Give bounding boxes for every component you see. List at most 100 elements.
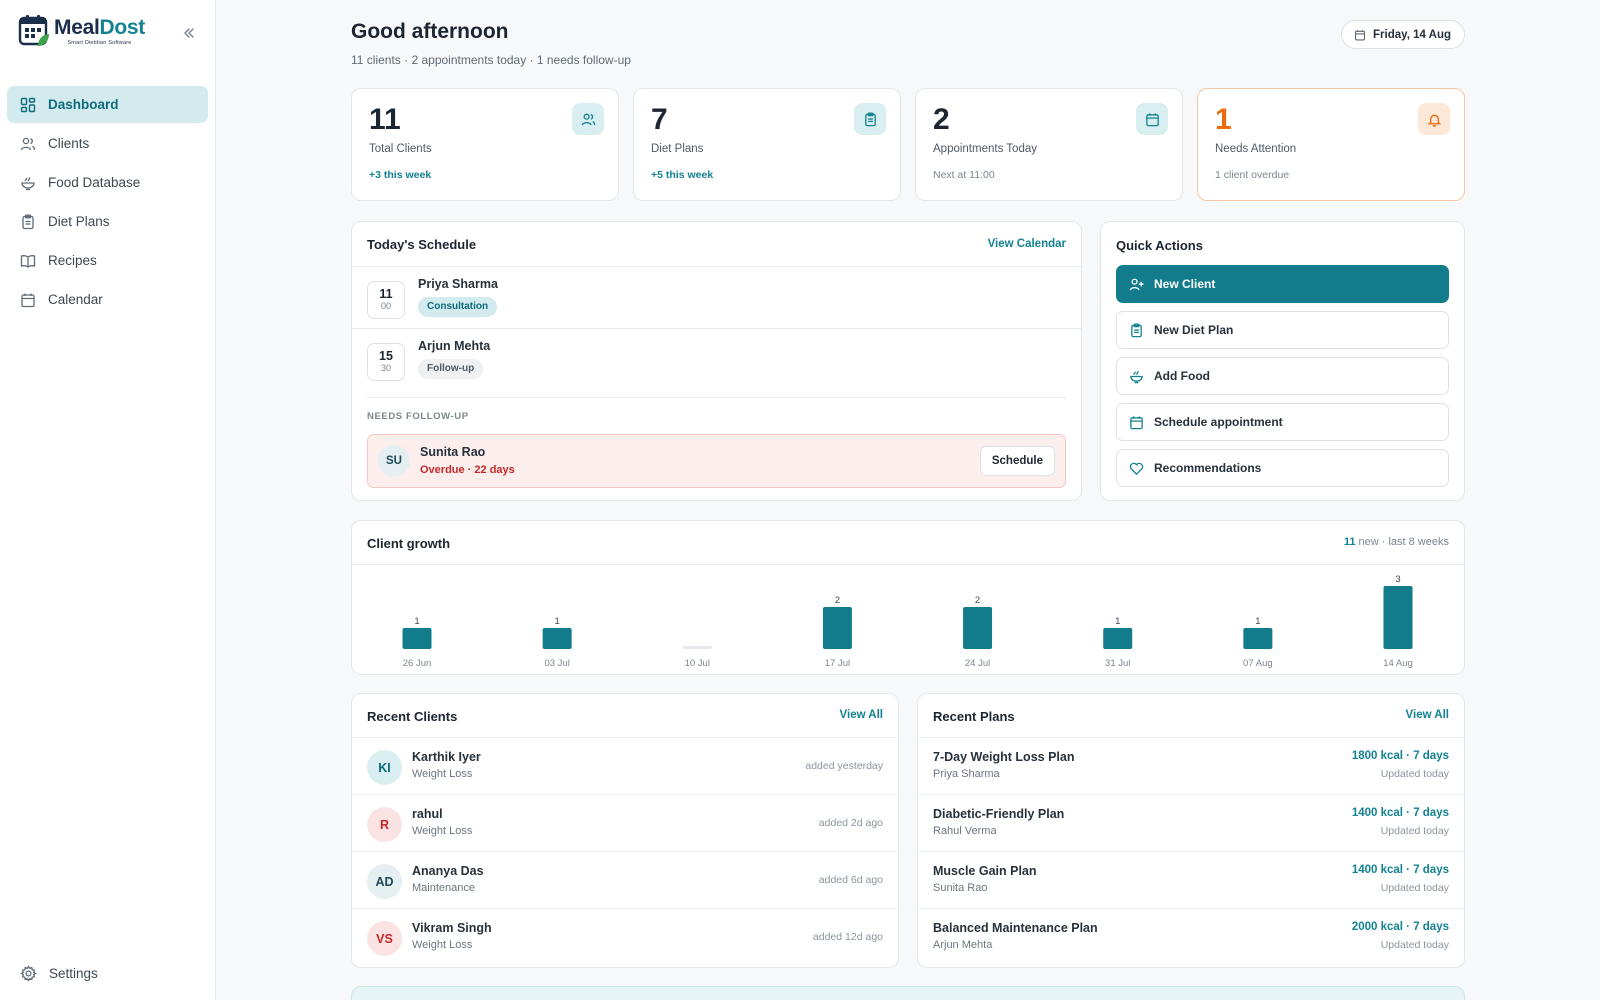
sidebar-item-label: Recipes — [48, 253, 97, 268]
schedule-button[interactable]: Schedule — [979, 446, 1055, 476]
calendar-icon — [1354, 29, 1366, 40]
user-plus-icon — [1129, 278, 1144, 290]
plan-kcal: 1400 kcal · 7 days — [1351, 864, 1449, 876]
list-item[interactable]: KI Karthik Iyer Weight Loss added yester… — [352, 737, 898, 794]
client-name: Vikram Singh — [412, 921, 492, 935]
bar-value-label: 1 — [414, 616, 419, 627]
plan-client: Priya Sharma — [933, 768, 1000, 780]
schedule-item[interactable]: 15 30 Arjun Mehta Follow-up — [367, 339, 1066, 395]
date-pill[interactable]: Friday, 14 Aug — [1341, 20, 1465, 49]
x-tick-label: 14 Aug — [1383, 658, 1413, 669]
time-hour: 11 — [379, 287, 393, 301]
bowl-icon — [21, 176, 35, 190]
sidebar-item-dashboard[interactable]: Dashboard — [7, 86, 208, 123]
recent-plans-title: Recent Plans — [933, 709, 1015, 724]
followup-item[interactable]: SU Sunita Rao Overdue · 22 days Schedule — [367, 434, 1066, 488]
growth-title: Client growth — [367, 536, 451, 551]
list-item[interactable]: Diabetic-Friendly Plan Rahul Verma 1400 … — [918, 794, 1464, 851]
stat-card-appointments[interactable]: 2 Appointments Today Next at 11:00 — [915, 88, 1183, 201]
time-box: 11 00 — [367, 281, 405, 319]
collapse-sidebar-icon[interactable] — [180, 24, 198, 42]
client-goal: Maintenance — [412, 882, 475, 894]
logo[interactable]: MealDost Smart Dietitian Software — [18, 14, 145, 48]
sidebar-item-diet-plans[interactable]: Diet Plans — [7, 203, 208, 240]
sidebar-item-food-database[interactable]: Food Database — [7, 164, 208, 201]
x-tick-label: 07 Aug — [1243, 658, 1273, 669]
recommendations-button[interactable]: Recommendations — [1116, 449, 1449, 487]
sidebar-item-clients[interactable]: Clients — [7, 125, 208, 162]
sidebar-item-label: Dashboard — [48, 97, 119, 112]
bar-value-label: 2 — [975, 595, 980, 606]
list-item[interactable]: AD Ananya Das Maintenance added 6d ago — [352, 851, 898, 908]
calendar-icon — [21, 293, 35, 307]
view-calendar-link[interactable]: View Calendar — [987, 238, 1066, 250]
list-item[interactable]: R rahul Weight Loss added 2d ago — [352, 794, 898, 851]
bar-value-label: 2 — [835, 595, 840, 606]
chart-bar[interactable] — [682, 646, 712, 649]
chart-bar[interactable] — [1243, 628, 1273, 649]
view-all-clients-link[interactable]: View All — [839, 709, 883, 721]
client-name: Arjun Mehta — [418, 339, 491, 353]
stat-value: 11 — [369, 103, 401, 136]
avatar: KI — [367, 750, 402, 785]
schedule-item[interactable]: 11 00 Priya Sharma Consultation — [367, 277, 1066, 333]
app-tagline: Smart Dietitian Software — [67, 39, 132, 46]
sidebar-nav: Dashboard Clients Food Database Diet Pla… — [7, 86, 208, 320]
x-tick-label: 26 Jun — [403, 658, 432, 669]
plan-kcal: 2000 kcal · 7 days — [1351, 921, 1449, 933]
sidebar-item-recipes[interactable]: Recipes — [7, 242, 208, 279]
stat-card-diet-plans[interactable]: 7 Diet Plans +5 this week — [633, 88, 901, 201]
heart-icon — [1129, 462, 1144, 475]
new-diet-plan-button[interactable]: New Diet Plan — [1116, 311, 1449, 349]
schedule-appointment-button[interactable]: Schedule appointment — [1116, 403, 1449, 441]
list-item[interactable]: Muscle Gain Plan Sunita Rao 1400 kcal · … — [918, 851, 1464, 908]
stat-value: 2 — [933, 103, 950, 136]
plan-client: Rahul Verma — [933, 825, 997, 837]
client-name: rahul — [412, 807, 443, 821]
plan-client: Sunita Rao — [933, 882, 988, 894]
list-item[interactable]: VS Vikram Singh Weight Loss added 12d ag… — [352, 908, 898, 965]
stat-card-needs-attention[interactable]: 1 Needs Attention 1 client overdue — [1197, 88, 1465, 201]
bar-value-label: 1 — [1255, 616, 1260, 627]
plan-kcal: 1800 kcal · 7 days — [1351, 750, 1449, 762]
time-hour: 15 — [379, 349, 393, 363]
quick-actions-card: Quick Actions New Client New Diet Plan A… — [1100, 221, 1465, 501]
add-food-button[interactable]: Add Food — [1116, 357, 1449, 395]
sidebar-item-label: Diet Plans — [48, 214, 110, 229]
plan-client: Arjun Mehta — [933, 939, 993, 951]
plan-name: Muscle Gain Plan — [933, 864, 1037, 878]
list-item[interactable]: Balanced Maintenance Plan Arjun Mehta 20… — [918, 908, 1464, 965]
gear-icon — [20, 964, 37, 982]
avatar: SU — [378, 445, 410, 477]
calendar-icon — [1130, 415, 1143, 429]
clipboard-icon — [854, 103, 886, 135]
chart-bar[interactable] — [402, 628, 432, 649]
plan-updated: Updated today — [1380, 768, 1449, 780]
plan-name: Balanced Maintenance Plan — [933, 921, 1098, 935]
stat-label: Appointments Today — [933, 143, 1037, 155]
new-client-button[interactable]: New Client — [1116, 265, 1449, 303]
growth-meta: 11 new · last 8 weeks — [1344, 536, 1449, 548]
sidebar-item-calendar[interactable]: Calendar — [7, 281, 208, 318]
overdue-status: Overdue · 22 days — [420, 464, 515, 476]
stat-card-total-clients[interactable]: 11 Total Clients +3 this week — [351, 88, 619, 201]
schedule-card: Today's Schedule View Calendar 11 00 Pri… — [351, 221, 1082, 501]
chart-bar[interactable] — [822, 607, 852, 649]
x-tick-label: 24 Jul — [965, 658, 990, 669]
sidebar-item-label: Food Database — [48, 175, 141, 190]
chart-bar[interactable] — [1103, 628, 1133, 649]
list-item[interactable]: 7-Day Weight Loss Plan Priya Sharma 1800… — [918, 737, 1464, 794]
view-all-plans-link[interactable]: View All — [1405, 709, 1449, 721]
x-tick-label: 31 Jul — [1105, 658, 1130, 669]
users-icon — [20, 137, 36, 150]
appointment-type-badge: Consultation — [418, 297, 498, 317]
chart-bar[interactable] — [542, 628, 572, 649]
settings-label: Settings — [49, 965, 98, 981]
chart-bar[interactable] — [963, 607, 993, 649]
button-label: Add Food — [1154, 369, 1210, 383]
plan-updated: Updated today — [1380, 825, 1449, 837]
chart-bar[interactable] — [1383, 586, 1413, 649]
client-name: Karthik Iyer — [412, 750, 481, 764]
appointment-type-badge: Follow-up — [418, 359, 484, 379]
sidebar-item-settings[interactable]: Settings — [7, 955, 208, 991]
